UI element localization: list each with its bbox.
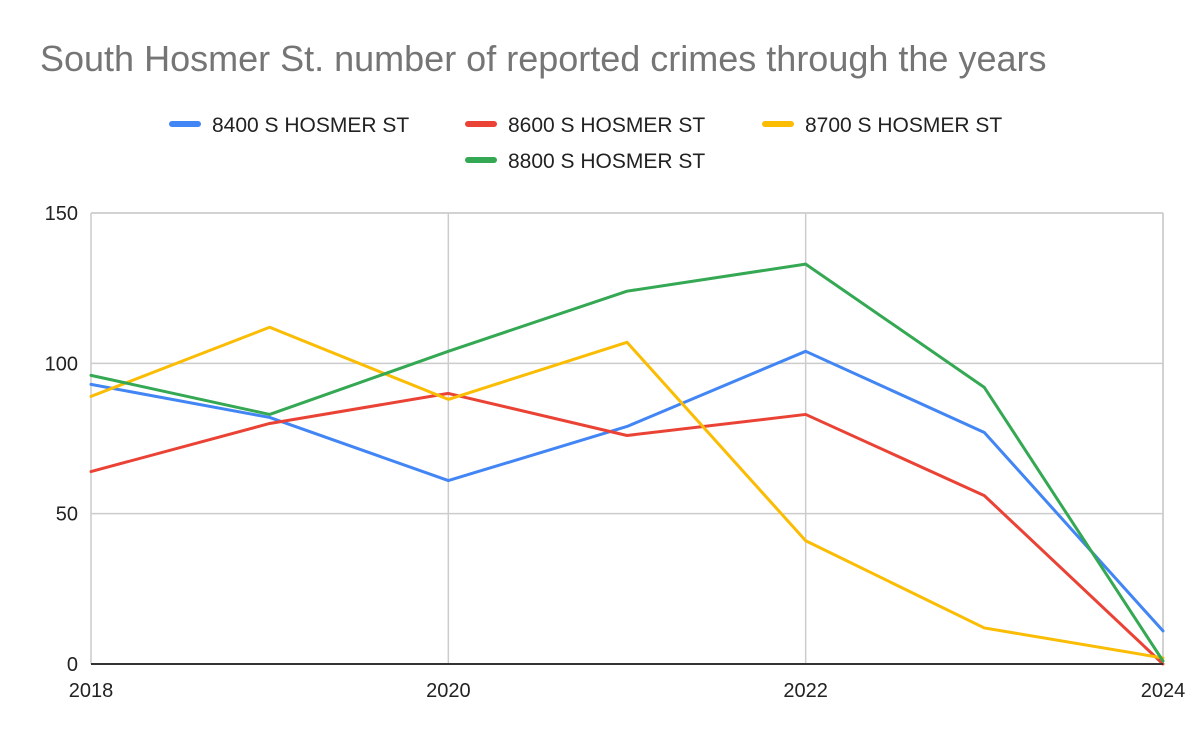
y-tick-label: 150 bbox=[45, 203, 78, 225]
series-lines bbox=[91, 264, 1163, 664]
legend-item: 8700 S HOSMER ST bbox=[765, 114, 1002, 137]
series-line-3 bbox=[91, 264, 1163, 661]
legend-item: 8800 S HOSMER ST bbox=[468, 150, 705, 173]
y-tick-label: 0 bbox=[67, 654, 78, 676]
series-line-2 bbox=[91, 327, 1163, 658]
series-line-0 bbox=[91, 351, 1163, 631]
x-axis-ticks: 2018 2020 2022 2024 bbox=[69, 680, 1186, 702]
legend-label: 8400 S HOSMER ST bbox=[212, 114, 409, 137]
grid bbox=[91, 213, 1163, 664]
legend-item: 8400 S HOSMER ST bbox=[172, 114, 409, 137]
legend-label: 8800 S HOSMER ST bbox=[508, 150, 705, 173]
x-tick-label: 2020 bbox=[426, 680, 471, 702]
y-axis-ticks: 0 50 100 150 bbox=[45, 203, 78, 676]
legend-item: 8600 S HOSMER ST bbox=[468, 114, 705, 137]
legend-label: 8600 S HOSMER ST bbox=[508, 114, 705, 137]
legend-label: 8700 S HOSMER ST bbox=[805, 114, 1002, 137]
x-tick-label: 2022 bbox=[783, 680, 828, 702]
series-line-1 bbox=[91, 393, 1163, 664]
legend: 8400 S HOSMER ST 8600 S HOSMER ST 8700 S H… bbox=[172, 114, 1002, 173]
y-tick-label: 100 bbox=[45, 353, 78, 375]
x-tick-label: 2024 bbox=[1141, 680, 1186, 702]
y-tick-label: 50 bbox=[56, 504, 78, 526]
x-tick-label: 2018 bbox=[69, 680, 114, 702]
